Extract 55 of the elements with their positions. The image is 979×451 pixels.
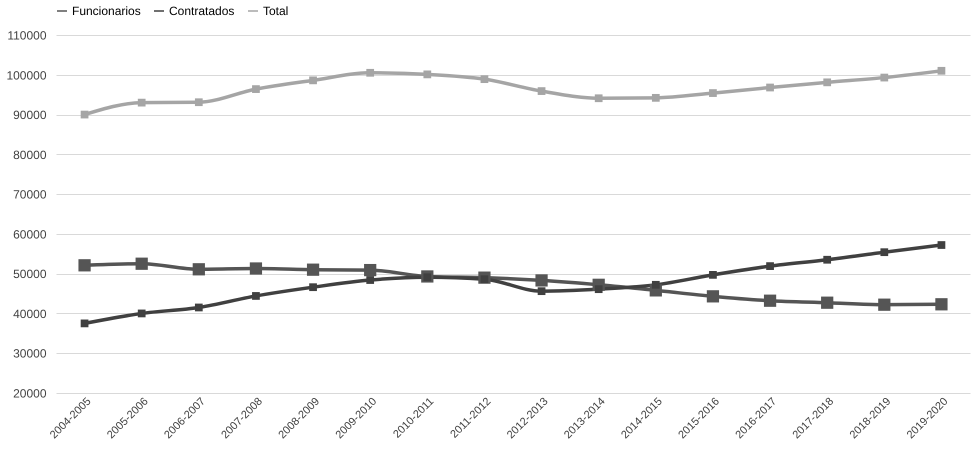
point [594, 285, 603, 294]
point [80, 110, 88, 118]
y-tick-label: 100000 [6, 68, 47, 82]
point [821, 296, 834, 309]
point [538, 87, 546, 95]
y-tick-label: 90000 [13, 108, 47, 122]
point [538, 287, 546, 296]
point [878, 298, 890, 311]
y-tick-label: 80000 [13, 148, 47, 162]
y-tick-label: 40000 [13, 306, 47, 321]
y-tick-label: 60000 [13, 227, 47, 242]
point [366, 68, 374, 77]
legend-label: Contratados [169, 4, 234, 18]
y-tick-label: 20000 [13, 386, 47, 400]
point [309, 283, 317, 292]
point [80, 320, 88, 328]
point [194, 98, 203, 106]
point [594, 94, 603, 102]
point [252, 85, 260, 93]
point [366, 276, 374, 284]
point [764, 294, 776, 307]
point [138, 310, 146, 318]
point [935, 298, 948, 310]
point [192, 263, 205, 276]
y-tick-label: 110000 [7, 28, 47, 42]
point [706, 290, 720, 302]
point [938, 66, 946, 75]
point [766, 262, 774, 270]
point [938, 241, 946, 249]
point [652, 94, 660, 102]
point [364, 264, 376, 276]
point [709, 89, 717, 97]
point [252, 292, 260, 300]
point [709, 270, 717, 279]
legend-label: Funcionarios [72, 4, 141, 18]
point [480, 75, 488, 84]
legend-label: Total [263, 4, 288, 18]
point [880, 74, 888, 82]
point [136, 258, 148, 270]
point [823, 78, 832, 86]
point [423, 70, 432, 78]
y-tick-label: 30000 [13, 346, 47, 361]
point [535, 274, 548, 287]
point [880, 248, 888, 256]
point [766, 84, 774, 92]
point [78, 259, 91, 272]
point [194, 304, 203, 312]
point [652, 280, 660, 289]
point [138, 98, 146, 106]
y-tick-label: 50000 [13, 267, 47, 282]
point [823, 256, 832, 264]
point [309, 76, 317, 84]
y-tick-label: 70000 [13, 188, 47, 202]
point [250, 262, 262, 275]
point [306, 264, 320, 276]
